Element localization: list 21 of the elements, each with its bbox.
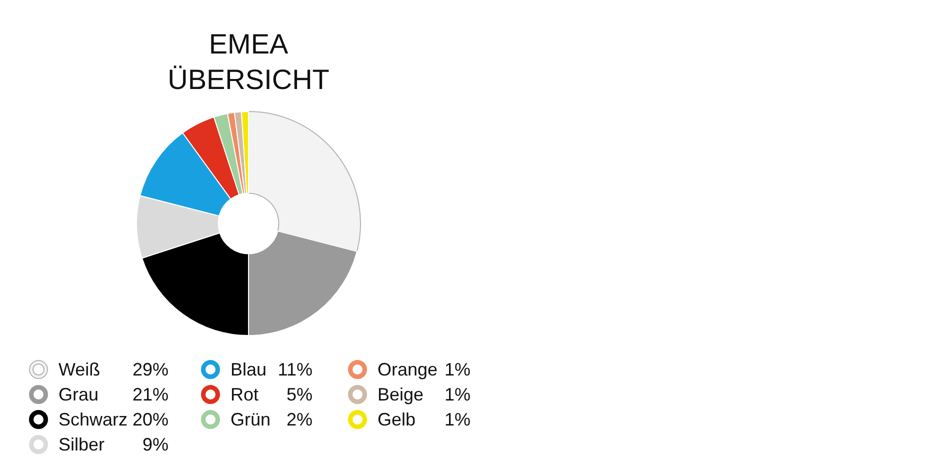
legend-label: Silber: [58, 434, 105, 454]
data-label: 1%: [444, 384, 470, 404]
chart-title: EMEA ÜBERSICHT: [168, 28, 330, 96]
data-label: 9%: [142, 434, 168, 454]
data-label: 11%: [278, 360, 313, 380]
legend-label: Orange: [378, 360, 438, 380]
data-label: 2%: [286, 410, 312, 430]
data-label: 29%: [132, 360, 169, 380]
legend-label: Beige: [378, 384, 424, 404]
legend-label: Weiß: [58, 360, 100, 380]
legend-label: Schwarz: [58, 410, 128, 430]
data-label: 1%: [444, 410, 470, 430]
data-label: 20%: [132, 410, 169, 430]
data-label: 5%: [286, 384, 312, 404]
legend-label: Grün: [230, 410, 271, 430]
legend-label: Rot: [230, 384, 259, 404]
legend-label: Grau: [58, 384, 99, 404]
data-label: 1%: [444, 360, 470, 380]
legend-label: Gelb: [378, 410, 416, 430]
legend-label: Blau: [230, 360, 267, 380]
data-label: 21%: [132, 384, 169, 404]
